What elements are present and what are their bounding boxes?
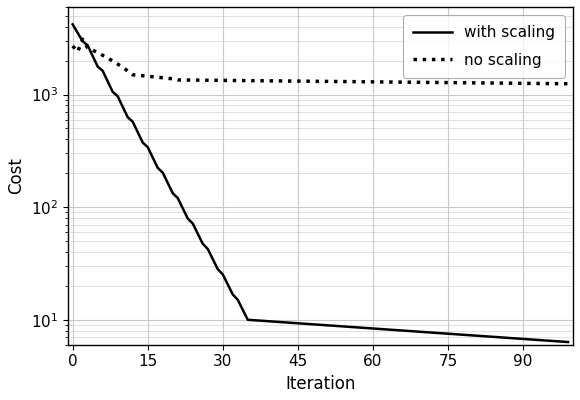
with scaling [69, 22, 76, 27]
no scaling [169, 76, 176, 81]
with scaling [564, 340, 571, 344]
with scaling [364, 326, 371, 330]
no scaling [69, 44, 76, 48]
Legend: with scaling, no scaling: with scaling, no scaling [403, 14, 566, 78]
Line: with scaling: with scaling [72, 24, 568, 342]
with scaling [324, 323, 331, 328]
with scaling [164, 180, 171, 185]
Line: no scaling: no scaling [72, 39, 568, 84]
with scaling [524, 337, 531, 342]
no scaling [530, 81, 536, 86]
X-axis label: Iteration: Iteration [285, 375, 356, 393]
with scaling [539, 338, 546, 343]
no scaling [189, 78, 196, 82]
with scaling [184, 216, 191, 221]
no scaling [369, 80, 376, 84]
no scaling [545, 81, 552, 86]
Y-axis label: Cost: Cost [7, 158, 25, 194]
no scaling [564, 81, 571, 86]
no scaling [329, 79, 336, 84]
no scaling [79, 37, 86, 42]
